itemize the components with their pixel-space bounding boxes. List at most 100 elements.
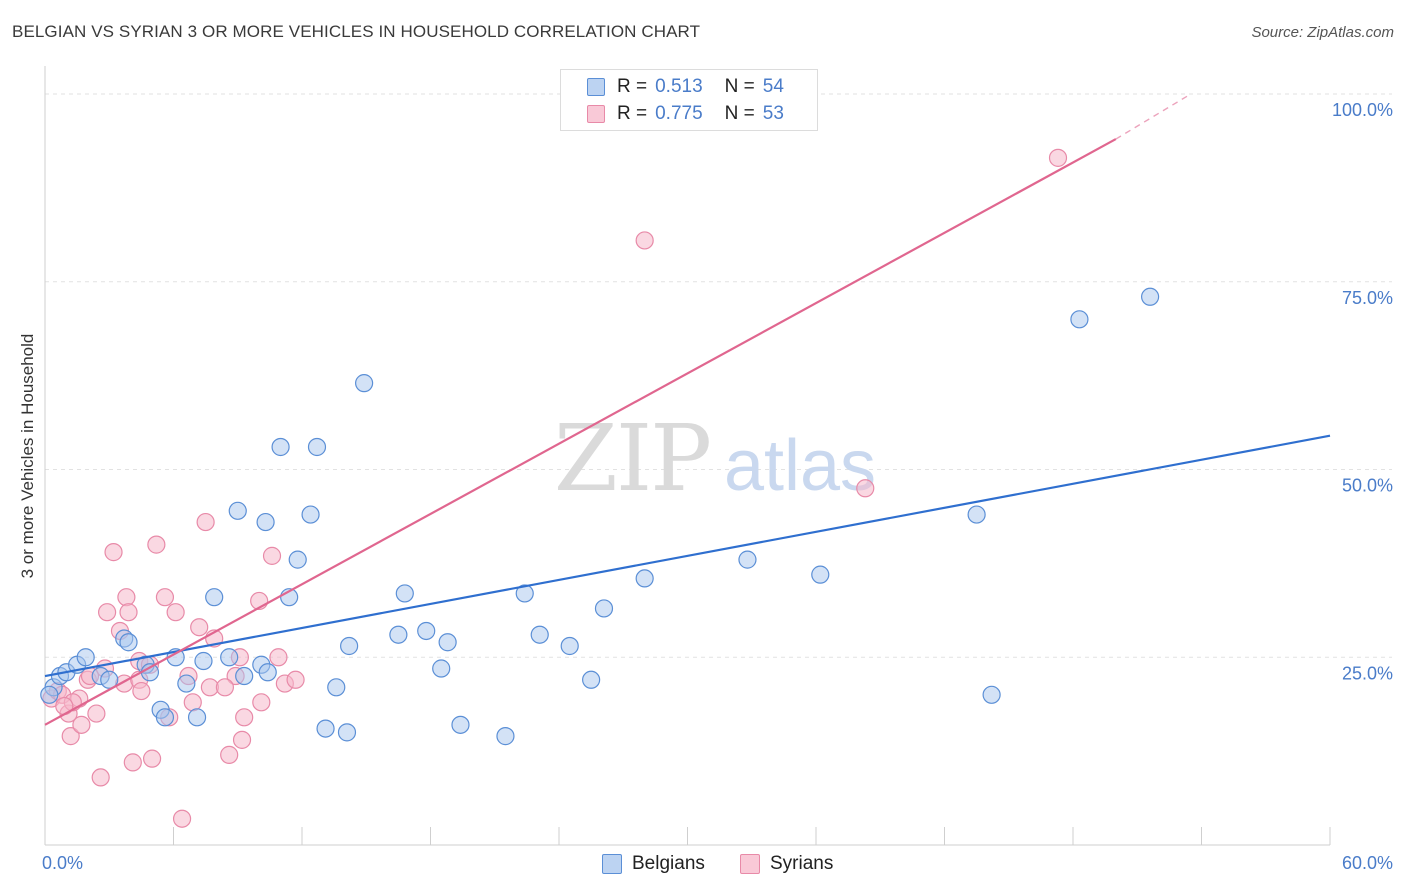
syrian-point [104,543,123,562]
belgian-point [337,723,357,742]
belgian-point [811,565,830,584]
syrian-trend-extension [1115,93,1192,140]
chart-title: BELGIAN VS SYRIAN 3 OR MORE VEHICLES IN … [12,22,701,41]
belgian-point [738,550,757,569]
syrians-legend-swatch [740,854,760,874]
belgian-point [271,437,290,457]
belgian-point [496,727,515,746]
belgian-trend-line [44,434,1331,678]
syrian-point [61,727,80,746]
belgian-point [389,625,408,644]
syrian-point [856,479,875,498]
syrian-point [142,749,162,768]
tick-labels: 25.0% 50.0% 75.0% 100.0% 0.0% 60.0% [42,100,1393,873]
belgian-point [100,670,119,689]
belgian-point [451,715,470,734]
y-axis-label: 3 or more Vehicles in Household [18,333,37,579]
syrian-point [123,753,142,772]
watermark-zip: ZIP [554,405,710,512]
syrian-point [72,715,91,734]
belgian-point [256,512,275,532]
syrian-point [269,648,288,667]
y-tick-label: 75.0% [1342,288,1393,308]
belgian-point [307,437,327,457]
syrian-point [87,704,106,723]
belgian-point [1070,310,1089,329]
syrian-point [190,618,209,637]
syrian-point [147,535,166,554]
belgian-point [205,588,224,607]
y-tick-label: 25.0% [1342,663,1393,683]
syrian-point [635,231,654,250]
belgian-point [76,648,95,667]
syrians-legend-label: Syrians [770,853,834,874]
belgian-point [594,599,614,618]
belgian-point [288,550,307,569]
belgian-point [982,685,1001,704]
syrian-point [98,603,117,622]
belgian-points [40,287,1160,746]
belgian-point [177,674,196,693]
trend-lines [44,93,1331,726]
belgian-point [432,659,451,678]
belgians-n-value: 54 [762,76,784,97]
grid-layer [45,93,1392,658]
syrians-r-value: 0.775 [655,103,703,124]
belgian-point [530,625,549,644]
belgian-point [220,648,239,667]
belgian-point [327,678,346,697]
belgian-point [119,633,138,652]
watermark: ZIP atlas [554,405,876,512]
syrian-point [286,670,305,689]
syrian-point [91,768,110,787]
syrian-point [196,512,215,532]
syrian-point [183,693,202,712]
belgians-r-label: R = [617,76,648,97]
belgian-point [438,633,457,652]
syrian-point [235,708,254,727]
belgian-point [301,505,320,524]
syrian-point [252,693,271,712]
syrian-point [119,603,138,622]
belgian-point [967,505,986,524]
correlation-legend: R = 0.513 N = 54 R = 0.775 N = 53 [560,69,818,131]
belgian-point [635,569,654,588]
syrian-point [215,678,234,697]
belgian-point [560,636,579,656]
syrians-swatch [587,105,605,123]
bottom-legend-syrians: Syrians [740,852,833,876]
belgian-point [235,666,254,686]
belgian-point [194,651,213,671]
syrian-point [1048,148,1068,167]
syrian-point [220,745,239,764]
belgian-point [40,685,59,704]
syrians-n-label: N = [724,103,755,124]
syrian-point [132,681,151,701]
y-tick-label: 100.0% [1332,100,1393,120]
belgians-legend-label: Belgians [632,853,705,874]
y-tick-label: 50.0% [1342,476,1393,496]
syrian-point [262,546,282,565]
belgian-point [316,719,335,738]
belgian-point [340,636,359,656]
legend-row-belgians: R = 0.513 N = 54 [587,75,784,99]
belgians-r-value: 0.513 [655,76,703,97]
legend-row-syrians: R = 0.775 N = 53 [587,102,784,126]
belgian-point [1140,287,1160,306]
x-tick-label: 60.0% [1342,853,1393,873]
syrian-point [155,588,175,607]
syrian-point [166,603,185,622]
syrian-trend-line [44,138,1117,726]
watermark-atlas: atlas [724,426,876,506]
axis-layer [44,66,1331,846]
belgian-point [582,670,601,689]
belgian-point [187,708,207,727]
source-credit: Source: ZipAtlas.com [1251,24,1394,41]
syrian-point [232,730,252,749]
belgians-swatch [587,78,605,96]
belgian-point [155,708,175,727]
belgian-point [417,621,436,641]
syrian-point [117,588,136,607]
bottom-legend-belgians: Belgians [602,852,705,876]
